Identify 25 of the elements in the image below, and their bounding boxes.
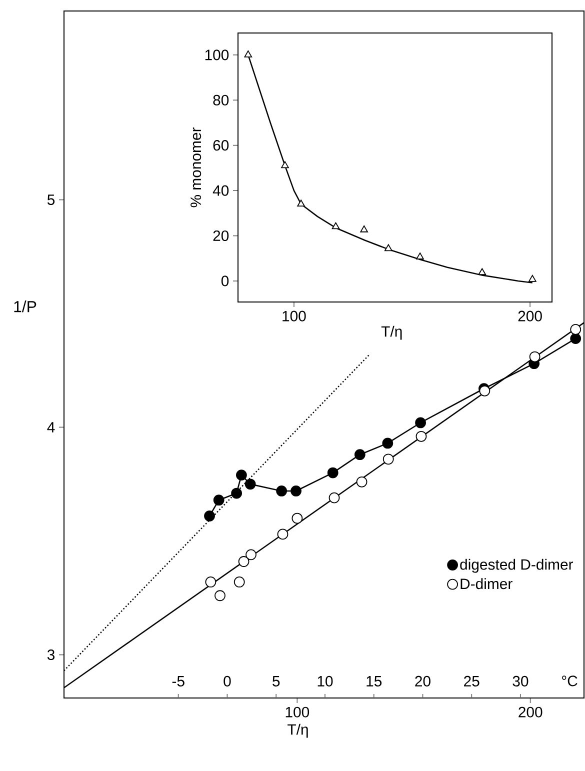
- x2-tick-label: 5: [272, 676, 280, 686]
- x2-tick-label: 10: [318, 676, 333, 686]
- y-tick-label: 40: [212, 185, 229, 196]
- y-tick-label: 5: [47, 194, 55, 206]
- y-tick-label: 20: [213, 230, 229, 242]
- x2-tick-label: 30: [512, 676, 528, 686]
- y-axis-title: 1/P: [14, 300, 36, 312]
- y-axis-title: % monomer: [190, 127, 202, 208]
- x2-tick-label: 20: [415, 676, 430, 686]
- x2-tick-label: 15: [366, 676, 382, 686]
- x2-axis-title: °C: [562, 676, 578, 686]
- x-axis-title: T/η: [381, 326, 402, 340]
- x-tick-label: 200: [518, 310, 542, 322]
- legend-label: D-dimer: [460, 578, 512, 590]
- x2-tick-label: -5: [172, 676, 184, 686]
- legend-label: digested D-dimer: [460, 558, 574, 573]
- x-tick-label: 200: [518, 706, 542, 718]
- y-tick-label: 0: [221, 276, 229, 286]
- x-axis-title: T/η: [288, 724, 308, 738]
- y-tick-label: 60: [213, 140, 229, 151]
- y-tick-label: 4: [47, 422, 55, 432]
- x2-tick-label: 25: [464, 676, 480, 686]
- y-tick-label: 3: [47, 649, 55, 660]
- y-tick-label: 100: [205, 50, 229, 60]
- y-tick-label: 80: [213, 94, 229, 106]
